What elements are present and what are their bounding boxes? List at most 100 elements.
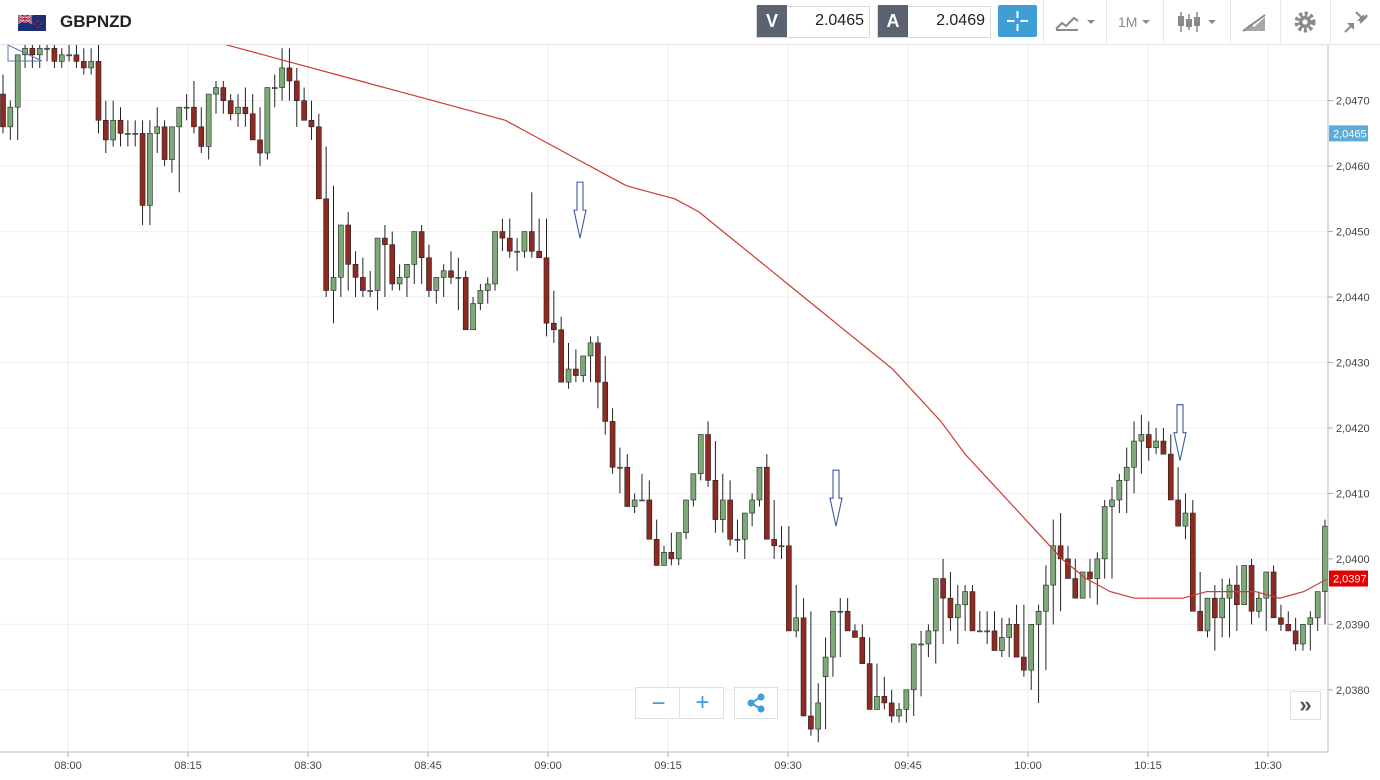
candle-body [764,466,770,540]
chart-toolbar: GBPNZD V 2.0465 A 2.0469 1M [0,0,1380,45]
candle-body [125,133,131,135]
candle-body [1307,617,1314,625]
candle-style-button[interactable] [1172,5,1224,39]
candle-body [580,355,587,376]
candle-body [558,329,564,383]
candle-body [514,250,520,253]
zoom-out-button[interactable]: − [635,687,680,719]
candle-body [183,106,190,109]
collapse-icon [1344,11,1368,33]
candle-body [506,237,513,252]
candle-body [110,119,116,141]
candle-body [1131,440,1137,468]
candle-body [1094,558,1101,579]
candle-body [1043,584,1049,612]
candle-body [1175,499,1181,527]
zoom-in-button[interactable]: + [679,687,724,719]
chart-type-button[interactable] [1052,5,1100,39]
candle-body [374,237,381,291]
candle-body [1028,624,1035,671]
sell-letter: V [757,5,787,37]
candle-body [573,368,579,376]
candlestick-chart[interactable]: 2,0380 2,0390 2,0400 2,0410 2,0420 2,0430 2,04… [0,45,1380,780]
candle-body [624,466,631,507]
candle-body [1190,512,1196,612]
candle-body [756,466,763,501]
settings-button[interactable] [1290,5,1322,39]
candle-body [1182,512,1189,527]
candle-body [617,466,623,469]
candle-body [352,264,359,278]
y-tick-label: 2,0440 [1336,292,1370,304]
gbp-nzd-flag-icon [18,15,46,31]
scroll-to-end-button[interactable]: » [1290,691,1321,720]
candle-body [29,47,36,56]
candle-body [1212,597,1218,619]
candle-body [778,545,785,548]
candle-body [1138,434,1145,442]
drawing-tools-button[interactable] [1238,5,1272,39]
candle-body [80,61,87,69]
candle-body [308,119,315,128]
candle-body [257,139,263,154]
candle-body [1241,565,1248,606]
candle-body [822,656,829,678]
candle-body [1079,571,1086,599]
x-tick-label: 10:30 [1254,760,1282,772]
candle-body [1145,434,1152,448]
candle-body [1167,453,1174,501]
candle-body [176,106,183,128]
candle-body [1109,499,1115,507]
crosshair-button[interactable] [998,5,1037,37]
timeframe-button[interactable]: 1M [1114,5,1158,39]
candle-body [132,133,138,135]
candle-body [242,106,249,115]
candle-body [940,578,946,599]
share-button[interactable] [734,687,778,719]
candle-body [360,277,366,291]
signal-arrow [573,181,587,239]
candle-body [734,538,741,541]
candle-body [587,342,594,357]
candle-body [338,224,344,278]
candle-body [984,630,990,633]
candle-body [220,87,227,101]
candle-body [969,591,976,632]
price-tag-label: 2,0465 [1333,128,1367,140]
candle-body [719,499,726,520]
candle-body [1219,597,1225,619]
timeframe-label: 1M [1118,14,1138,30]
candle-body [749,499,755,514]
candle-body [910,643,917,691]
candle-body [103,119,109,141]
candle-body [455,277,462,279]
candle-body [396,277,403,285]
candle-body [470,303,476,331]
candle-body [404,264,410,278]
candle-body [639,499,645,502]
collapse-button[interactable] [1340,5,1372,39]
drawing-anchor-mark [7,45,43,62]
candle-body [1013,624,1020,658]
candle-body [830,610,836,658]
chevron-down-icon [1142,20,1150,24]
candle-body [697,434,704,475]
candle-body [1285,624,1292,632]
toolbar-separator [1106,0,1107,45]
x-tick-label: 08:00 [54,760,82,772]
candle-body [881,696,888,704]
candle-body [646,499,653,540]
zoom-in-label: + [695,689,710,716]
crosshair-icon [1007,11,1028,31]
x-tick-label: 08:15 [174,760,202,772]
candle-body [161,126,168,160]
candle-body [1322,525,1328,592]
candle-body [58,54,65,62]
candle-body [279,67,285,88]
candle-body [235,106,241,115]
candle-body [1248,565,1255,612]
candle-body [859,637,866,664]
y-tick-label: 2,0410 [1336,488,1370,500]
candle-body [484,283,491,291]
candle-body [154,126,161,134]
